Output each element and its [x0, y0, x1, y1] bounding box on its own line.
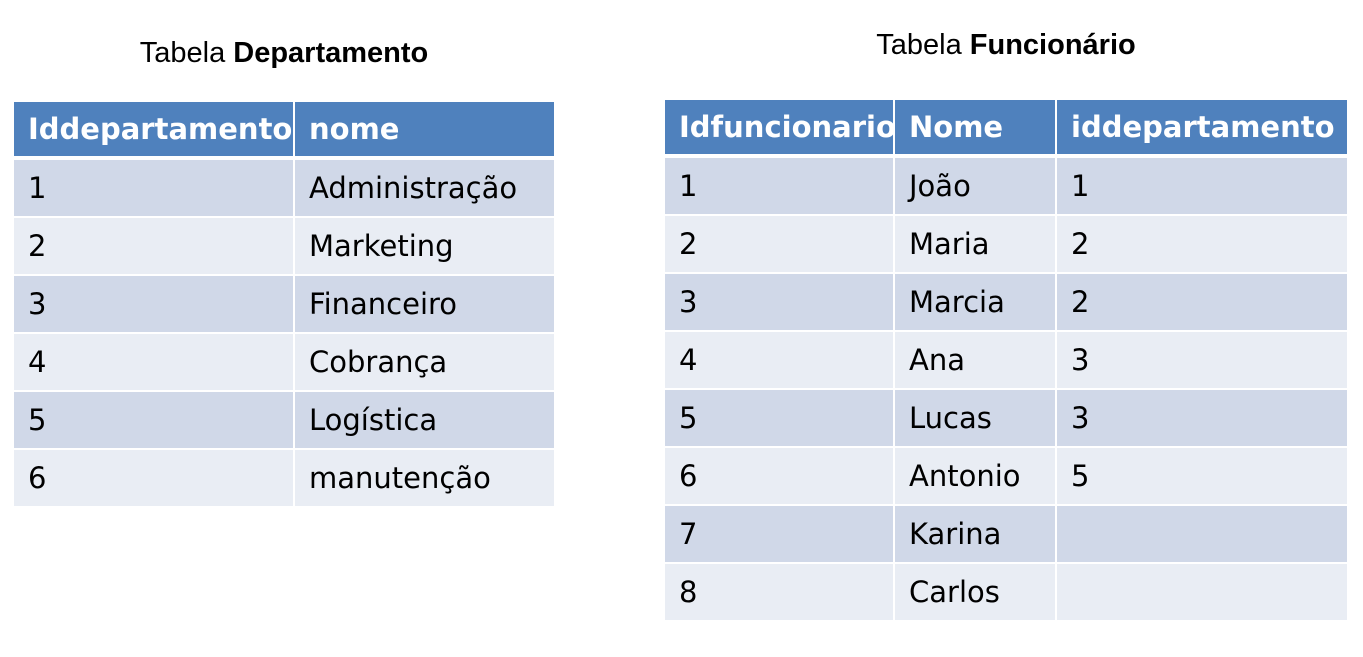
table-row: 1 João 1: [665, 155, 1347, 215]
cell-nome: Antonio: [893, 446, 1056, 505]
cell-iddepartamento: 2: [1055, 214, 1347, 273]
cell-nome: João: [893, 155, 1056, 215]
cell-id: 1: [665, 155, 894, 215]
cell-nome: Marcia: [893, 272, 1056, 331]
table-header-row: Idfuncionario Nome iddepartamento: [665, 100, 1347, 158]
departamento-table: Iddepartamento nome 1 Administração 2 Ma…: [14, 102, 554, 506]
cell-nome: Ana: [893, 330, 1056, 389]
cell-iddepartamento: [1055, 562, 1347, 620]
column-header-nome: nome: [293, 102, 554, 160]
table-row: 5 Logística: [14, 390, 554, 449]
table-row: 6 manutenção: [14, 448, 554, 506]
cell-nome: manutenção: [293, 448, 554, 506]
cell-nome: Marketing: [293, 216, 554, 275]
table-row: 2 Marketing: [14, 216, 554, 275]
cell-nome: Maria: [893, 214, 1056, 273]
table-row: 1 Administração: [14, 157, 554, 217]
cell-iddepartamento: 2: [1055, 272, 1347, 331]
table-header-row: Iddepartamento nome: [14, 102, 554, 160]
cell-nome: Carlos: [893, 562, 1056, 620]
cell-id: 7: [665, 504, 894, 563]
cell-id: 3: [665, 272, 894, 331]
column-header-iddepartamento: Iddepartamento: [14, 102, 294, 160]
cell-id: 4: [14, 332, 294, 391]
cell-id: 5: [14, 390, 294, 449]
cell-nome: Administração: [293, 157, 554, 217]
table-row: 7 Karina: [665, 504, 1347, 563]
table-row: 4 Ana 3: [665, 330, 1347, 389]
departamento-table-title: Tabela Departamento: [14, 37, 554, 69]
cell-id: 6: [14, 448, 294, 506]
cell-iddepartamento: 5: [1055, 446, 1347, 505]
table-row: 5 Lucas 3: [665, 388, 1347, 447]
cell-id: 2: [14, 216, 294, 275]
funcionario-table-title: Tabela Funcionário: [665, 29, 1347, 61]
cell-id: 6: [665, 446, 894, 505]
table-row: 2 Maria 2: [665, 214, 1347, 273]
cell-id: 5: [665, 388, 894, 447]
column-header-iddepartamento: iddepartamento: [1055, 100, 1347, 158]
table-row: 8 Carlos: [665, 562, 1347, 620]
column-header-idfuncionario: Idfuncionario: [665, 100, 894, 158]
cell-nome: Karina: [893, 504, 1056, 563]
table-row: 3 Marcia 2: [665, 272, 1347, 331]
cell-nome: Cobrança: [293, 332, 554, 391]
cell-id: 2: [665, 214, 894, 273]
cell-id: 3: [14, 274, 294, 333]
cell-iddepartamento: 3: [1055, 330, 1347, 389]
table-row: 4 Cobrança: [14, 332, 554, 391]
funcionario-title-prefix: Tabela: [876, 29, 970, 61]
cell-id: 8: [665, 562, 894, 620]
cell-id: 4: [665, 330, 894, 389]
funcionario-table: Idfuncionario Nome iddepartamento 1 João…: [665, 100, 1347, 620]
cell-iddepartamento: 3: [1055, 388, 1347, 447]
departamento-title-name: Departamento: [233, 37, 429, 69]
table-row: 6 Antonio 5: [665, 446, 1347, 505]
funcionario-title-name: Funcionário: [969, 29, 1136, 61]
cell-nome: Lucas: [893, 388, 1056, 447]
cell-iddepartamento: 1: [1055, 155, 1347, 215]
cell-id: 1: [14, 157, 294, 217]
cell-nome: Financeiro: [293, 274, 554, 333]
table-row: 3 Financeiro: [14, 274, 554, 333]
cell-iddepartamento: [1055, 504, 1347, 563]
column-header-nome: Nome: [893, 100, 1056, 158]
cell-nome: Logística: [293, 390, 554, 449]
departamento-title-prefix: Tabela: [139, 37, 234, 69]
